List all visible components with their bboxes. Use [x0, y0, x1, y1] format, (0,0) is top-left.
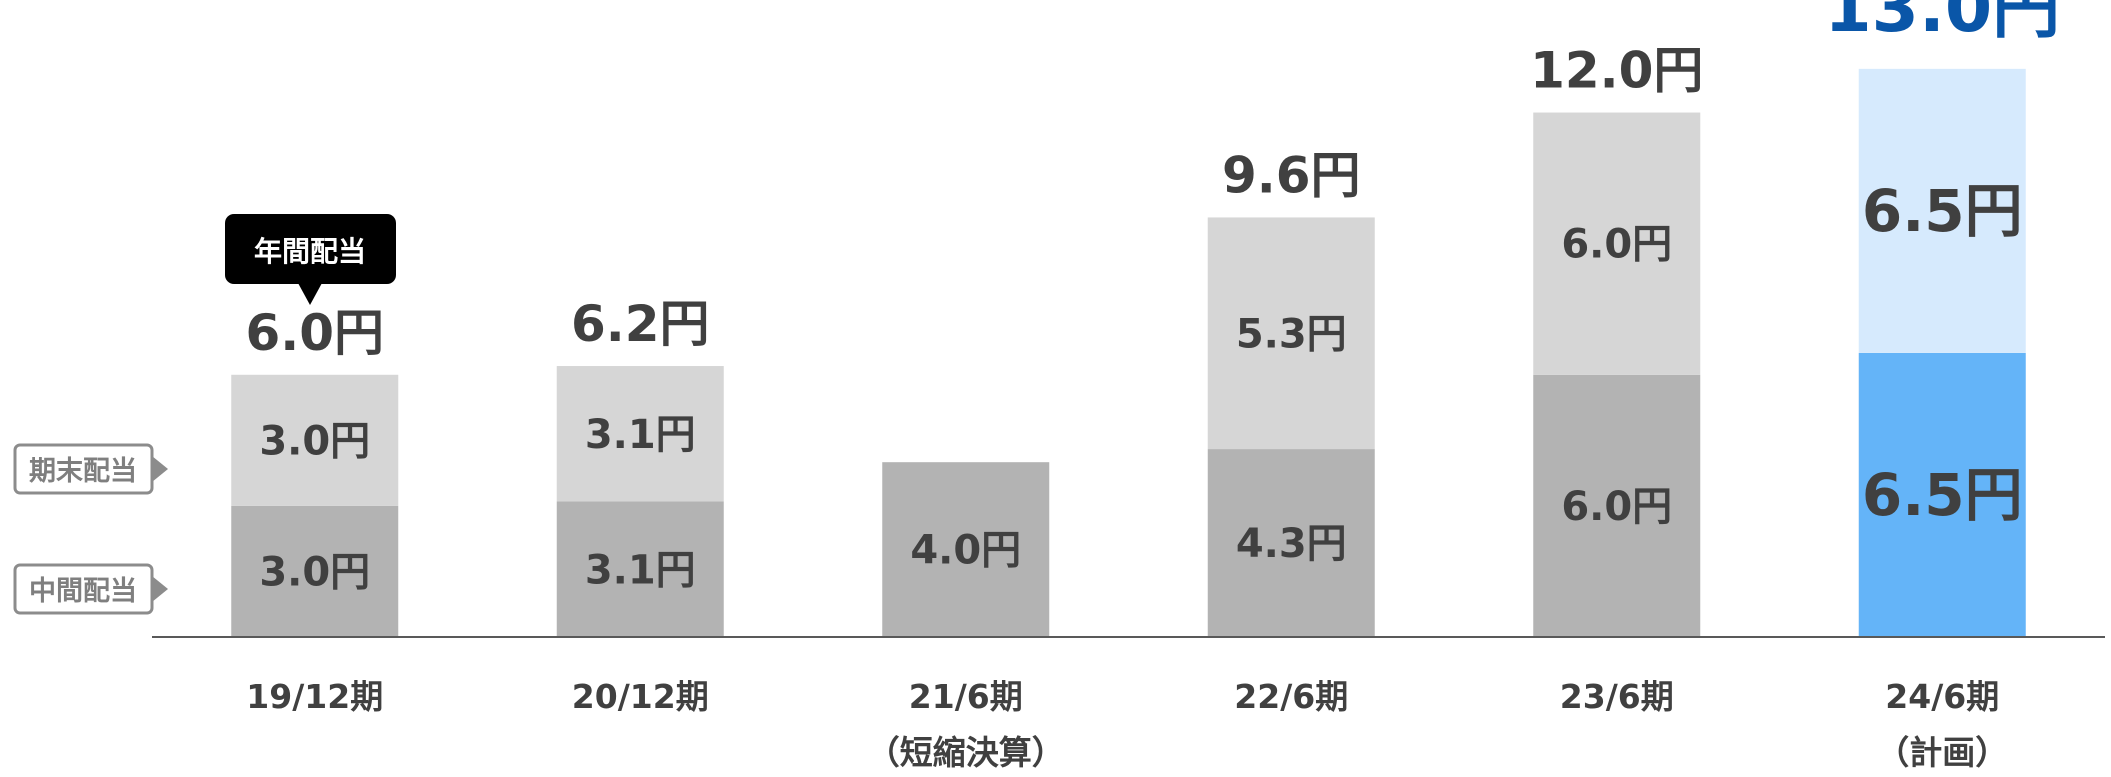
- x-tick-label-3: 22/6期: [1234, 677, 1348, 716]
- bar-interim-label-1: 3.1円: [585, 547, 696, 593]
- legend-interim-arrow: [152, 576, 168, 602]
- bar-year-end-label-5: 6.5円: [1862, 177, 2023, 245]
- callout-box: [225, 214, 396, 284]
- bar-interim-4: [1533, 374, 1701, 637]
- x-tick-label-4: 23/6期: [1560, 677, 1674, 716]
- bar-interim-3: [1207, 449, 1375, 637]
- legend-year-end: 期末配当: [13, 443, 168, 495]
- x-tick-label-0: 19/12期: [246, 677, 383, 716]
- x-tick-label-5: 24/6期: [1885, 677, 1999, 716]
- bars-layer: [231, 68, 2026, 637]
- legend-interim: 中間配当: [13, 563, 168, 615]
- bar-interim-label-4: 6.0円: [1561, 484, 1672, 530]
- bar-year-end-5: [1858, 68, 2026, 353]
- bar-year-end-label-3: 5.3円: [1236, 311, 1347, 357]
- bar-total-label-1: 6.2円: [571, 295, 710, 353]
- bar-year-end-1: [556, 366, 724, 502]
- bar-year-end-label-0: 3.0円: [259, 418, 370, 464]
- bar-year-end-4: [1533, 112, 1701, 375]
- bar-total-label-5: 13.0円: [1824, 0, 2060, 48]
- x-tick-label-1: 20/12期: [572, 677, 709, 716]
- legend-interim-label: 中間配当: [29, 576, 137, 607]
- legend-year-end-arrow: [152, 456, 168, 482]
- bar-total-label-4: 12.0円: [1530, 42, 1703, 100]
- bar-total-label-0: 6.0円: [245, 304, 384, 362]
- bar-year-end-3: [1207, 217, 1375, 450]
- x-axis-labels: 19/12期 20/12期 21/6期 （短縮決算） 22/6期 23/6期 24/6期 （計…: [246, 677, 2008, 772]
- annual-dividend-callout: 年間配当: [225, 214, 396, 305]
- bar-year-end-0: [231, 374, 399, 506]
- bar-year-end-label-1: 3.1円: [585, 412, 696, 458]
- bar-year-end-label-4: 6.0円: [1561, 222, 1672, 268]
- x-tick-note-2: （短縮決算）: [867, 733, 1065, 772]
- x-tick-note-5: （計画）: [1876, 733, 2008, 772]
- bar-interim-label-5: 6.5円: [1862, 461, 2023, 529]
- callout-label: 年間配当: [254, 235, 366, 268]
- bar-interim-label-3: 4.3円: [1236, 521, 1347, 567]
- x-tick-label-2: 21/6期: [909, 677, 1023, 716]
- bar-interim-2: [882, 462, 1050, 637]
- bar-interim-label-2: 4.0円: [910, 528, 1021, 574]
- bar-interim-0: [231, 505, 399, 637]
- labels-layer: 3.0円 3.0円 6.0円 3.1円 3.1円 6.2円 4.0円 4.3円 5.3円 9.6円…: [245, 0, 2060, 595]
- bar-interim-5: [1858, 352, 2026, 637]
- bar-interim-1: [556, 501, 724, 637]
- bar-total-label-3: 9.6円: [1222, 146, 1361, 204]
- legend-year-end-label: 期末配当: [29, 456, 137, 487]
- bar-interim-label-0: 3.0円: [259, 549, 370, 595]
- callout-pointer: [298, 283, 322, 305]
